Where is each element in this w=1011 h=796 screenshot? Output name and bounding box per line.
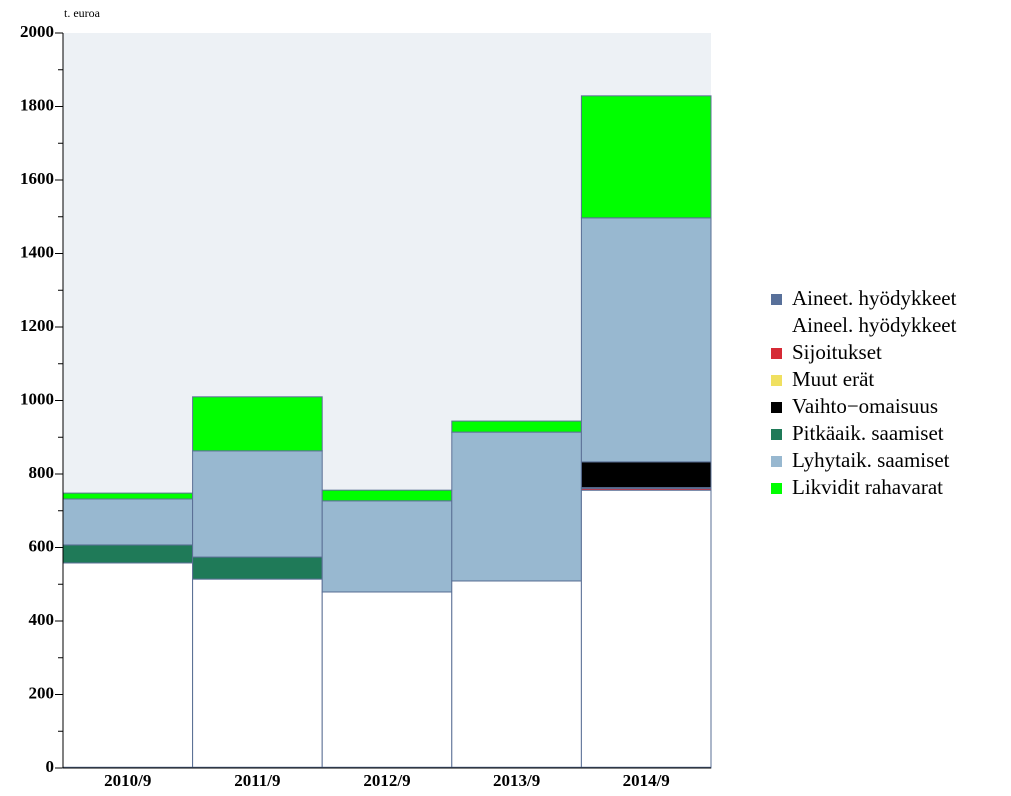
y-tick-label: 1200 [20,316,54,335]
y-tick-label: 200 [29,683,55,702]
bar-segment [321,489,453,502]
bar-segment [192,556,323,580]
legend-swatch [771,294,782,305]
x-tick-label: 2010/9 [104,771,151,790]
y-axis-label: t. euroa [64,6,101,20]
legend-swatch [771,321,782,332]
y-tick-label: 800 [29,463,55,482]
legend-label: Pitkäaik. saamiset [792,421,944,445]
bar-segment [62,544,194,564]
legend-swatch [771,483,782,494]
bar-segment [451,580,582,768]
bar-segment [321,500,453,593]
y-tick-label: 2000 [20,22,54,41]
legend-swatch [771,429,782,440]
bar-segment [580,95,712,219]
y-tick-label: 1000 [20,389,54,408]
bar-segment [580,461,712,489]
bar-segment [62,492,194,500]
x-tick-label: 2014/9 [623,771,670,790]
legend-label: Aineel. hyödykkeet [792,313,957,337]
y-tick-label: 1400 [20,242,54,261]
y-tick-label: 1600 [20,169,54,188]
legend-swatch [771,375,782,386]
y-tick-label: 0 [46,757,55,776]
bar-segment [192,450,323,558]
bar-segment [580,217,712,463]
y-tick-label: 1800 [20,95,54,114]
legend-label: Sijoitukset [792,340,882,364]
legend-swatch [771,402,782,413]
x-tick-label: 2012/9 [363,771,410,790]
legend-label: Lyhytaik. saamiset [792,448,950,472]
bar-segment [62,498,194,546]
legend-label: Aineet. hyödykkeet [792,286,957,310]
y-tick-label: 400 [29,610,55,629]
legend-label: Vaihto−omaisuus [792,394,938,418]
bar-segment [62,562,194,768]
bar-segment [451,431,582,582]
legend-label: Likvidit rahavarat [792,475,943,499]
x-tick-label: 2011/9 [234,771,280,790]
y-tick-label: 600 [29,536,55,555]
legend-swatch [771,348,782,359]
bar-segment [321,591,453,768]
bar-segment [451,420,582,433]
x-tick-label: 2013/9 [493,771,540,790]
bar-segment [580,489,712,768]
bar-segment [192,578,323,768]
legend-swatch [771,456,782,467]
bar-segment [192,396,323,452]
legend-label: Muut erät [792,367,874,391]
